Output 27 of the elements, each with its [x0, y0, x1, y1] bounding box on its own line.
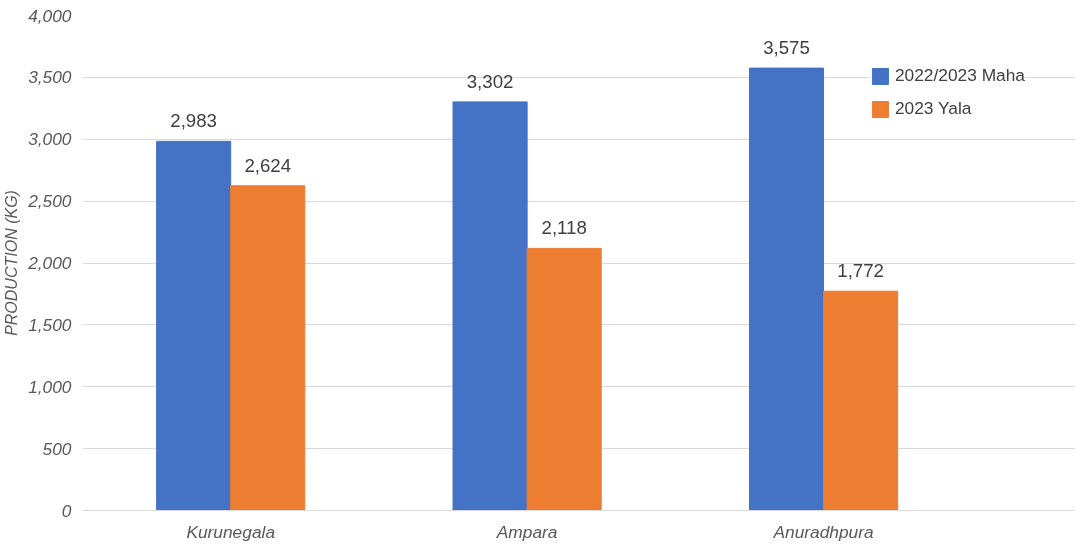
y-tick-label: 3,500: [28, 67, 72, 88]
y-tick-label: 0: [61, 500, 72, 521]
bar: [526, 247, 602, 511]
data-label: 2,624: [244, 154, 292, 176]
y-axis-title: PRODUCTION (KG): [3, 190, 21, 336]
x-tick-label: Kurunegala: [186, 521, 276, 542]
data-label: 3,575: [763, 37, 810, 59]
data-label: 2,983: [170, 110, 217, 132]
legend-label: 2023 Yala: [894, 98, 972, 119]
y-tick-label: 2,000: [27, 253, 72, 273]
x-tick-label: Anuradhpura: [772, 521, 875, 542]
bar: [452, 101, 528, 511]
y-tick-label: 3,000: [28, 129, 72, 150]
bar: [156, 140, 232, 511]
bar: [748, 67, 825, 511]
data-label: 2,118: [541, 217, 587, 239]
y-tick-label: 1,000: [28, 376, 72, 397]
y-tick-label: 4,000: [28, 5, 72, 26]
data-label: 1,772: [837, 260, 884, 282]
data-label: 3,302: [466, 70, 514, 92]
bar: [230, 185, 306, 511]
legend-label: 2022/2023 Maha: [894, 65, 1025, 86]
bar: [823, 290, 899, 511]
x-tick-label: Ampara: [495, 521, 558, 542]
y-tick-label: 2,500: [27, 191, 72, 212]
y-tick-label: 1,500: [28, 314, 72, 335]
y-tick-label: 500: [42, 438, 72, 459]
